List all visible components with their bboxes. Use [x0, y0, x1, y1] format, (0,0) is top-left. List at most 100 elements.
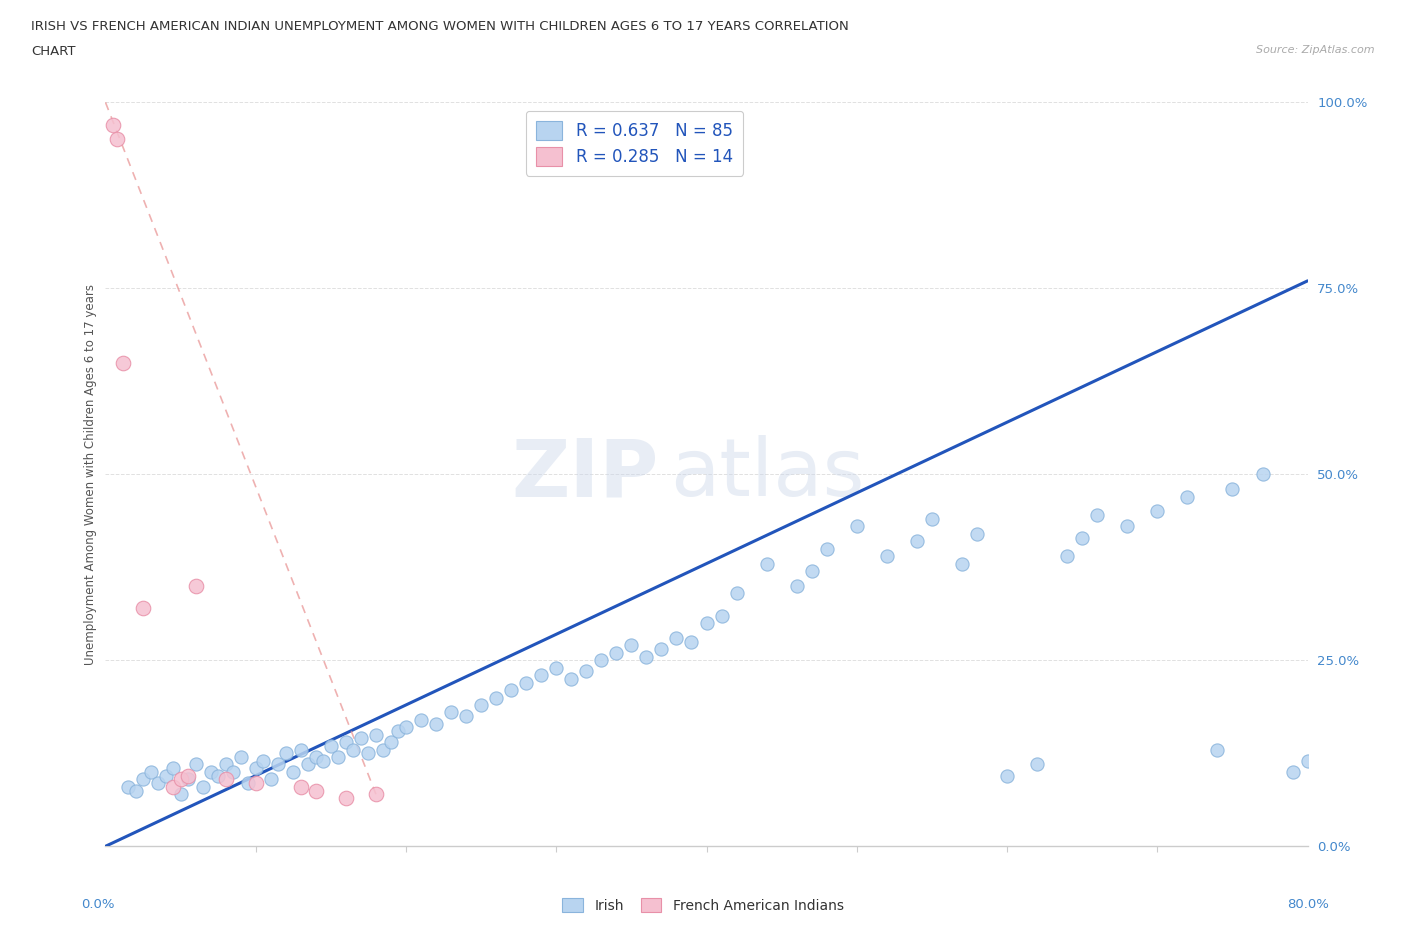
Point: [501, 683, 523, 698]
Point: [139, 764, 162, 779]
Point: [1296, 753, 1319, 768]
Text: 0.0%: 0.0%: [82, 898, 115, 911]
Point: [845, 519, 868, 534]
Point: [636, 649, 658, 664]
Text: Source: ZipAtlas.com: Source: ZipAtlas.com: [1257, 45, 1375, 55]
Point: [786, 578, 808, 593]
Point: [169, 787, 191, 802]
Point: [650, 642, 672, 657]
Point: [290, 779, 312, 794]
Point: [380, 735, 402, 750]
Point: [485, 690, 508, 705]
Point: [335, 735, 357, 750]
Legend: R = 0.637   N = 85, R = 0.285   N = 14: R = 0.637 N = 85, R = 0.285 N = 14: [526, 111, 742, 176]
Point: [560, 671, 582, 686]
Point: [456, 709, 478, 724]
Point: [395, 720, 418, 735]
Point: [350, 731, 373, 746]
Point: [387, 724, 409, 738]
Point: [620, 638, 643, 653]
Point: [1206, 742, 1229, 757]
Point: [665, 631, 688, 645]
Point: [222, 764, 245, 779]
Point: [876, 549, 898, 564]
Point: [1146, 504, 1168, 519]
Point: [1222, 482, 1244, 497]
Point: [681, 634, 703, 649]
Point: [260, 772, 283, 787]
Point: [725, 586, 748, 601]
Point: [312, 753, 335, 768]
Point: [162, 779, 184, 794]
Point: [605, 645, 627, 660]
Point: [214, 772, 236, 787]
Point: [124, 783, 146, 798]
Point: [373, 742, 395, 757]
Point: [274, 746, 297, 761]
Point: [1281, 764, 1303, 779]
Point: [1341, 95, 1364, 110]
Point: [966, 526, 988, 541]
Point: [290, 742, 312, 757]
Point: [1056, 549, 1078, 564]
Point: [191, 779, 214, 794]
Point: [1116, 519, 1139, 534]
Point: [117, 779, 139, 794]
Point: [155, 768, 177, 783]
Point: [200, 764, 222, 779]
Point: [800, 564, 823, 578]
Point: [440, 705, 463, 720]
Point: [1026, 757, 1049, 772]
Text: 80.0%: 80.0%: [1286, 898, 1329, 911]
Point: [207, 768, 229, 783]
Point: [425, 716, 447, 731]
Point: [515, 675, 537, 690]
Point: [546, 660, 568, 675]
Legend: Irish, French American Indians: Irish, French American Indians: [557, 893, 849, 919]
Point: [1175, 489, 1198, 504]
Point: [146, 776, 169, 790]
Point: [305, 783, 328, 798]
Point: [755, 556, 778, 571]
Point: [238, 776, 260, 790]
Point: [132, 601, 155, 616]
Point: [1085, 508, 1108, 523]
Point: [184, 757, 207, 772]
Point: [229, 750, 252, 764]
Point: [710, 608, 733, 623]
Text: IRISH VS FRENCH AMERICAN INDIAN UNEMPLOYMENT AMONG WOMEN WITH CHILDREN AGES 6 TO: IRISH VS FRENCH AMERICAN INDIAN UNEMPLOY…: [31, 20, 849, 33]
Point: [364, 727, 387, 742]
Point: [696, 616, 718, 631]
Point: [297, 757, 319, 772]
Text: atlas: atlas: [671, 435, 865, 513]
Point: [1312, 95, 1334, 110]
Point: [184, 578, 207, 593]
Point: [267, 757, 290, 772]
Point: [995, 768, 1018, 783]
Point: [283, 764, 305, 779]
Point: [921, 512, 943, 526]
Point: [364, 787, 387, 802]
Point: [328, 750, 350, 764]
Point: [214, 757, 236, 772]
Point: [177, 772, 200, 787]
Text: CHART: CHART: [31, 45, 76, 58]
Point: [1251, 467, 1274, 482]
Point: [470, 698, 492, 712]
Point: [319, 738, 342, 753]
Point: [252, 753, 274, 768]
Text: ZIP: ZIP: [512, 435, 658, 513]
Point: [335, 790, 357, 805]
Point: [101, 117, 124, 132]
Point: [305, 750, 328, 764]
Point: [162, 761, 184, 776]
Point: [591, 653, 613, 668]
Point: [112, 355, 135, 370]
Point: [575, 664, 598, 679]
Point: [409, 712, 432, 727]
Point: [245, 761, 267, 776]
Point: [950, 556, 973, 571]
Point: [107, 132, 129, 147]
Point: [530, 668, 553, 683]
Point: [905, 534, 928, 549]
